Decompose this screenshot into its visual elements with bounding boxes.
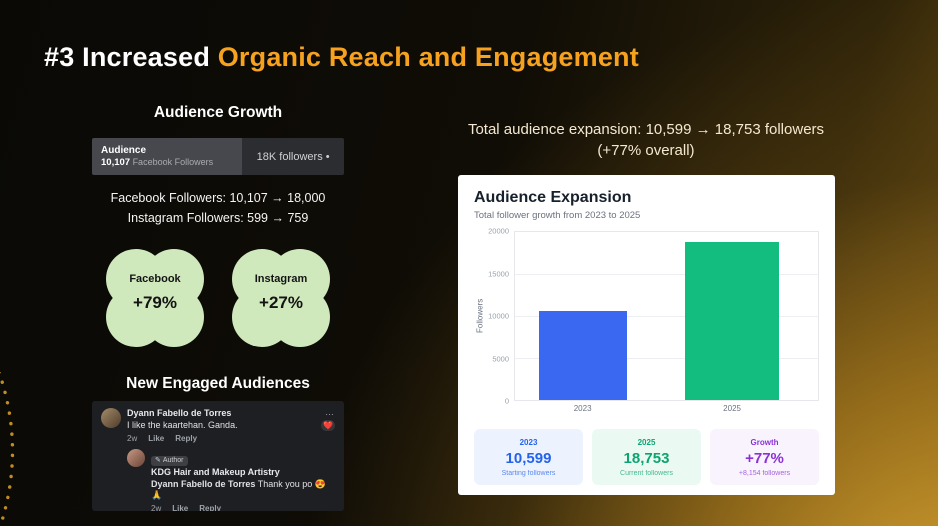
stat-label: +8,154 followers	[738, 470, 791, 477]
gridline	[515, 316, 818, 317]
followers-badge: 18K followers •	[242, 138, 344, 175]
y-tick: 20000	[488, 226, 509, 236]
bar-2023	[539, 310, 628, 400]
stat-year: 2025	[637, 438, 656, 447]
author-badge-line: ✎ Author	[151, 449, 335, 467]
growth-blobs: Facebook +79% Instagram +27%	[92, 242, 344, 354]
stat-label: Current followers	[620, 470, 673, 477]
like-link: Like	[148, 434, 165, 443]
instagram-growth-blob: Instagram +27%	[225, 242, 337, 354]
ellipsis-menu-icon: …	[325, 407, 335, 417]
y-tick: 5000	[492, 354, 509, 363]
followers-count: 10,107	[101, 157, 131, 168]
gridline	[515, 358, 818, 359]
engaged-audiences-heading: New Engaged Audiences	[126, 375, 310, 392]
stat-card-growth: Growth +77% +8,154 followers	[710, 429, 819, 485]
audience-label: Audience	[101, 145, 147, 156]
title-prefix: #3 Increased	[44, 42, 218, 72]
y-axis-label: Followers	[475, 298, 485, 334]
stat-value: 18,753	[623, 450, 670, 467]
author-badge: ✎ Author	[151, 456, 188, 466]
stat-year: Growth	[750, 438, 779, 447]
reply-meta: 2w Like Reply	[151, 504, 335, 511]
summary-line-2: (+77% overall)	[597, 142, 695, 159]
followers-count-line: 10,107 Facebook Followers	[101, 157, 233, 168]
instagram-blob-value: +27%	[259, 293, 303, 312]
page-name: KDG Hair and Makeup Artistry	[151, 467, 280, 477]
reply-message: Thank you po 😍🙏	[151, 479, 326, 500]
growth-lines: Facebook Followers: 10,107 → 18,000 Inst…	[92, 188, 344, 228]
stat-cards: 2023 10,599 Starting followers 2025 18,7…	[474, 429, 819, 485]
stat-card-2023: 2023 10,599 Starting followers	[474, 429, 583, 485]
x-tick-2025: 2025	[723, 404, 741, 413]
summary-line-1: Total audience expansion: 10,599 → 18,75…	[467, 121, 825, 138]
facebook-growth-line: Facebook Followers: 10,107 → 18,000	[110, 191, 326, 205]
bar-2025	[684, 242, 779, 400]
y-tick: 15000	[488, 269, 509, 278]
stat-value: 10,599	[505, 450, 552, 467]
summary-text: Total audience expansion: 10,599 → 18,75…	[440, 119, 852, 161]
mention: Dyann Fabello de Torres	[151, 479, 256, 489]
comment-time: 2w	[127, 434, 138, 443]
instagram-blob-label: Instagram	[254, 273, 308, 285]
followers-screenshot: Audience 10,107 Facebook Followers 18K f…	[92, 138, 344, 175]
comments-screenshot: Dyann Fabello de Torres … I like the kaa…	[92, 401, 344, 511]
reply-body: ✎ Author KDG Hair and Makeup Artistry Dya…	[151, 449, 335, 511]
reply-text-line: Dyann Fabello de Torres Thank you po 😍🙏	[151, 479, 335, 501]
instagram-growth-line: Instagram Followers: 599 → 759	[127, 211, 309, 225]
reply-link: Reply	[199, 504, 222, 511]
left-column: Audience Growth Audience 10,107 Facebook…	[92, 104, 344, 511]
page-title: #3 Increased Organic Reach and Engagemen…	[44, 42, 639, 73]
reply-row: ✎ Author KDG Hair and Makeup Artistry Dya…	[127, 449, 335, 511]
blob-shape	[106, 249, 166, 309]
y-axis-ticks: 20000 15000 10000 5000 0	[486, 227, 514, 406]
y-tick: 10000	[488, 311, 509, 321]
title-highlight: Organic Reach and Engagement	[217, 42, 639, 72]
gridline	[515, 274, 818, 275]
comment-body: Dyann Fabello de Torres … I like the kaa…	[127, 408, 335, 443]
comment-row: Dyann Fabello de Torres … I like the kaa…	[101, 408, 335, 443]
reply-time: 2w	[151, 504, 162, 511]
y-tick: 0	[504, 396, 509, 406]
comment-text-line: I like the kaartehan. Ganda. ❤️	[127, 420, 335, 431]
stat-value: +77%	[745, 450, 784, 467]
author-badge-label: Author	[162, 457, 184, 464]
x-tick-2023: 2023	[573, 404, 592, 413]
reply-link: Reply	[175, 434, 198, 443]
chart-subtitle: Total follower growth from 2023 to 2025	[474, 210, 641, 221]
avatar	[127, 449, 145, 467]
chart-title: Audience Expansion	[474, 189, 632, 206]
facebook-blob-label: Facebook	[129, 273, 181, 285]
like-link: Like	[172, 504, 189, 511]
pencil-icon: ✎	[155, 457, 161, 464]
heart-reaction-icon: ❤️	[321, 420, 335, 431]
comment-header: Dyann Fabello de Torres …	[127, 408, 335, 419]
avatar	[101, 408, 121, 428]
x-axis-labels: 2023 2025	[514, 404, 819, 416]
reply-text: Dyann Fabello de Torres Thank you po 😍🙏	[151, 479, 335, 501]
dotted-arc-decoration	[0, 372, 15, 526]
followers-count-suffix: Facebook Followers	[130, 157, 214, 167]
commenter-name: Dyann Fabello de Torres	[127, 408, 232, 418]
blob-shape	[232, 249, 292, 309]
stat-label: Starting followers	[501, 470, 556, 477]
facebook-blob-value: +79%	[133, 293, 177, 312]
comment-meta: 2w Like Reply	[127, 434, 335, 443]
comment-text: I like the kaartehan. Ganda.	[127, 420, 238, 430]
audience-expansion-card: Audience Expansion Total follower growth…	[458, 175, 835, 495]
bar-chart: Followers 20000 15000 10000 5000 0	[474, 227, 819, 406]
facebook-growth-blob: Facebook +79%	[99, 242, 211, 354]
followers-screenshot-left: Audience 10,107 Facebook Followers	[92, 138, 243, 175]
plot-area	[514, 231, 819, 401]
stat-card-2025: 2025 18,753 Current followers	[592, 429, 701, 485]
audience-growth-heading: Audience Growth	[153, 104, 283, 121]
stat-year: 2023	[519, 438, 538, 447]
